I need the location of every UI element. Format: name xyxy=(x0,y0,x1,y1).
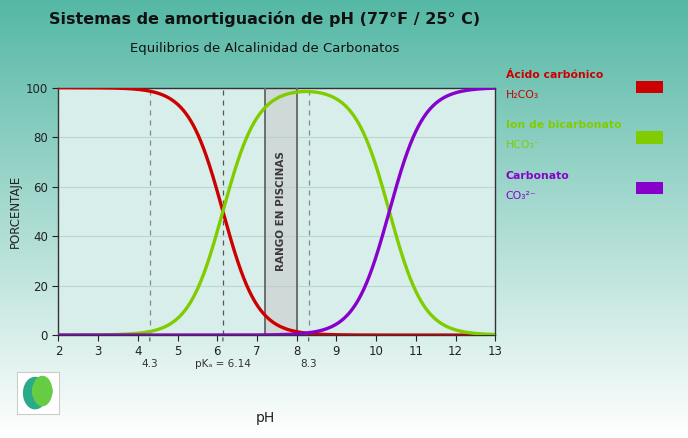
Text: Ion de bicarbonato: Ion de bicarbonato xyxy=(506,120,621,131)
Text: Sistemas de amortiguación de pH (77°F / 25° C): Sistemas de amortiguación de pH (77°F / … xyxy=(50,11,480,27)
Text: HCO₃⁻: HCO₃⁻ xyxy=(506,140,540,150)
Text: Equilibrios de Alcalinidad de Carbonatos: Equilibrios de Alcalinidad de Carbonatos xyxy=(130,42,400,55)
Text: RANGO EN PISCINAS: RANGO EN PISCINAS xyxy=(276,152,286,271)
Polygon shape xyxy=(33,377,52,406)
Text: CO₃²⁻: CO₃²⁻ xyxy=(506,191,537,201)
Text: 4.3: 4.3 xyxy=(142,359,158,369)
Text: pH: pH xyxy=(255,411,275,425)
Text: pKₐ = 6.14: pKₐ = 6.14 xyxy=(195,359,251,369)
Text: Ácido carbónico: Ácido carbónico xyxy=(506,70,603,80)
Polygon shape xyxy=(23,378,47,409)
Y-axis label: PORCENTAJE: PORCENTAJE xyxy=(9,175,21,248)
Bar xyxy=(265,88,297,335)
Text: H₂CO₃: H₂CO₃ xyxy=(506,90,539,100)
Text: 8.3: 8.3 xyxy=(301,359,317,369)
Text: Carbonato: Carbonato xyxy=(506,171,570,181)
